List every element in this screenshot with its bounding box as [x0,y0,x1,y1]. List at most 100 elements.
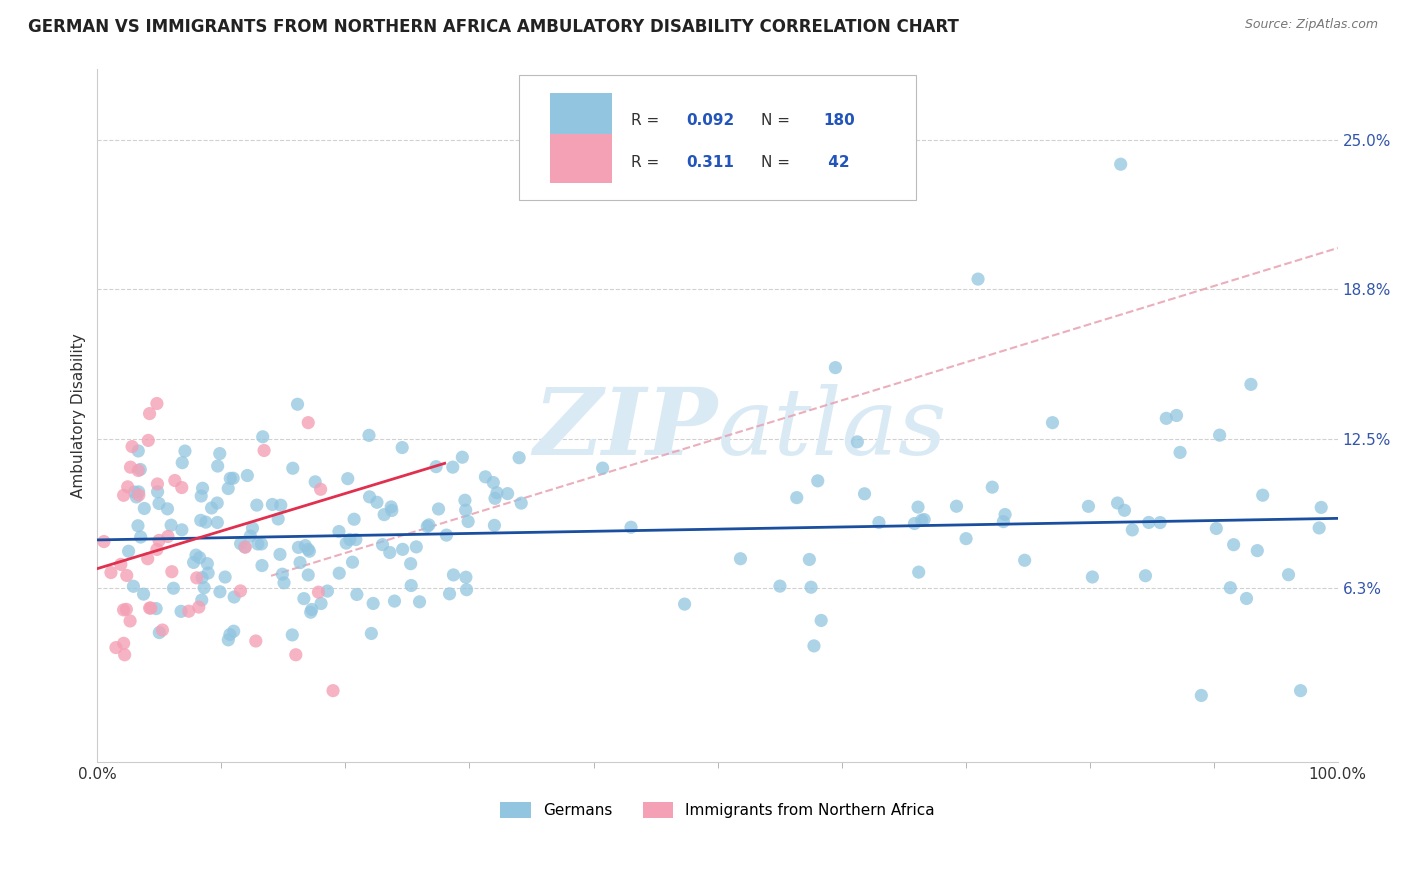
Point [366,495,388,509]
Point [425,459,447,474]
Point [138,601,160,615]
Point [328,566,350,581]
Point [786,491,808,505]
Text: GERMAN VS IMMIGRANTS FROM NORTHERN AFRICA AMBULATORY DISABILITY CORRELATION CHAR: GERMAN VS IMMIGRANTS FROM NORTHERN AFRIC… [28,18,959,36]
Point [343,512,366,526]
Point [1289,683,1312,698]
Point [156,501,179,516]
Point [104,640,127,655]
Point [1251,488,1274,502]
Point [1219,581,1241,595]
Point [1149,516,1171,530]
Point [981,480,1004,494]
Point [1109,157,1132,171]
Point [281,461,304,475]
Point [769,579,792,593]
Point [270,498,292,512]
Point [620,520,643,534]
Point [994,508,1017,522]
Point [824,360,846,375]
Point [339,533,361,547]
Point [292,591,315,606]
Point [454,570,477,584]
Point [308,585,330,599]
Point [853,487,876,501]
Point [222,624,245,639]
Point [205,496,228,510]
Point [800,580,823,594]
Point [239,529,262,543]
Y-axis label: Ambulatory Disability: Ambulatory Disability [72,333,86,498]
Point [342,555,364,569]
Point [120,460,142,475]
Point [945,500,967,514]
Point [127,444,149,458]
Point [1121,523,1143,537]
Point [298,544,321,558]
Point [273,575,295,590]
Point [297,568,319,582]
Point [378,545,401,559]
Point [219,627,242,641]
Point [145,601,167,615]
Point [496,486,519,500]
Point [1107,496,1129,510]
Point [1240,377,1263,392]
Point [482,475,505,490]
FancyBboxPatch shape [550,93,612,141]
Point [322,683,344,698]
Point [846,434,869,449]
Point [177,604,200,618]
Point [217,482,239,496]
Point [229,537,252,551]
Point [187,600,209,615]
Point [129,462,152,476]
Point [967,272,990,286]
Point [184,548,207,562]
Point [214,570,236,584]
Point [160,518,183,533]
Point [250,537,273,551]
Point [148,496,170,510]
Point [219,471,242,485]
Point [110,558,132,572]
Point [246,498,269,512]
Text: ZIP: ZIP [533,384,717,475]
Point [484,491,506,506]
Text: 0.311: 0.311 [686,154,734,169]
Point [122,579,145,593]
Point [112,488,135,502]
Point [163,474,186,488]
Point [1310,500,1333,515]
Point [267,512,290,526]
Point [148,625,170,640]
Point [229,583,252,598]
FancyBboxPatch shape [519,76,917,201]
Point [136,551,159,566]
Point [1189,689,1212,703]
Point [1308,521,1330,535]
Point [281,628,304,642]
Point [112,603,135,617]
Point [673,597,696,611]
Point [1156,411,1178,425]
Point [1135,568,1157,582]
Point [336,472,359,486]
Point [287,541,309,555]
Point [156,529,179,543]
Point [100,566,122,580]
Point [730,551,752,566]
Point [391,542,413,557]
Text: N =: N = [761,113,794,128]
Point [328,524,350,539]
Point [191,571,214,585]
Point [1077,500,1099,514]
Point [120,614,142,628]
Point [146,484,169,499]
Point [405,540,427,554]
Point [1208,428,1230,442]
Point [193,581,215,595]
Point [139,601,162,615]
Point [250,558,273,573]
Point [484,518,506,533]
